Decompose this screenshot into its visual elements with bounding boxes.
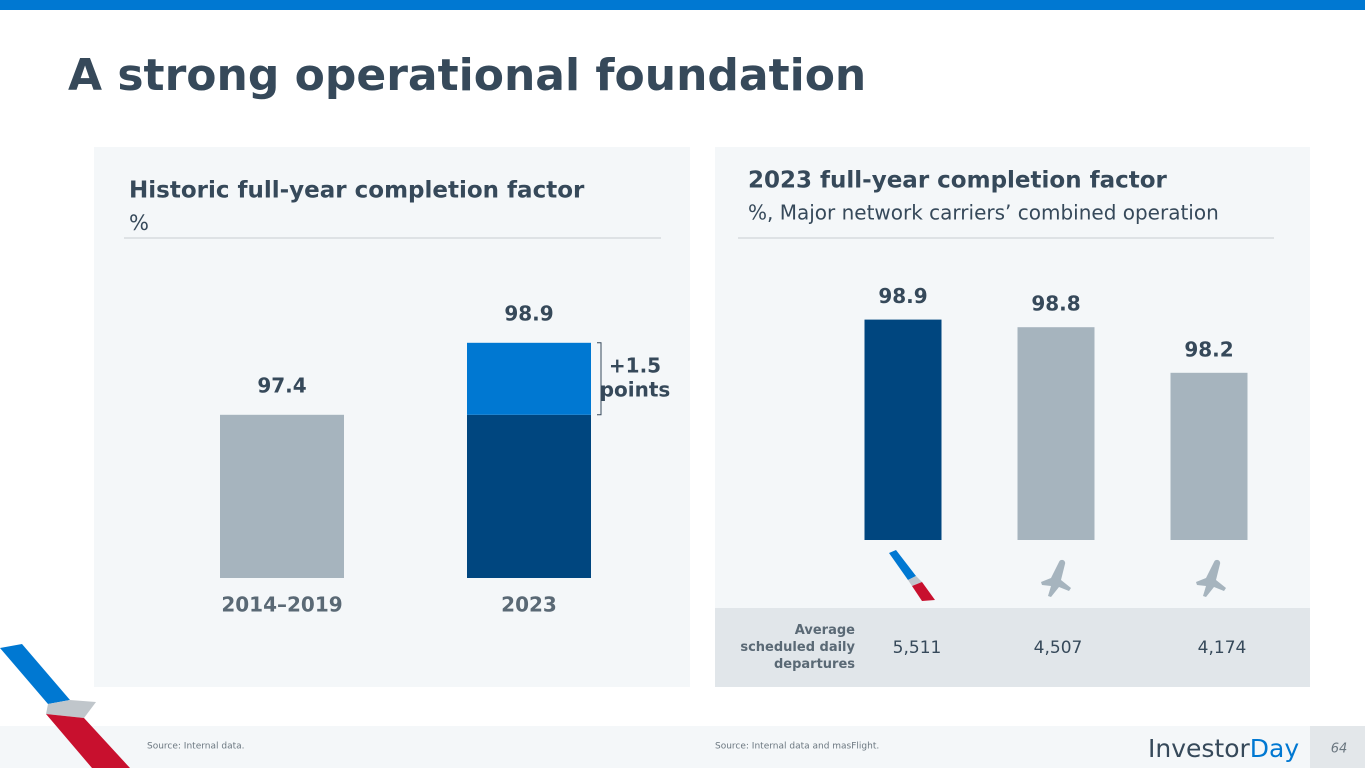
chart-title: 2023 full-year completion factor xyxy=(748,168,1168,194)
source: Source: Internal data and masFlight. xyxy=(715,742,879,752)
data-label: +1.5 xyxy=(609,353,661,377)
bar xyxy=(1017,327,1095,540)
chart-subtitle: % xyxy=(129,211,149,235)
table-value: 4,507 xyxy=(1034,638,1083,658)
x-tick-label: 2023 xyxy=(501,593,557,617)
footer xyxy=(0,726,1365,768)
chart-title: Historic full-year completion factor xyxy=(129,178,585,204)
panel-left xyxy=(94,147,690,687)
bracket xyxy=(597,342,602,416)
bar xyxy=(467,342,591,415)
table-value: 5,511 xyxy=(893,638,942,658)
source: Source: Internal data. xyxy=(147,742,244,752)
annotation: points xyxy=(600,377,671,401)
bar xyxy=(467,414,591,578)
bar xyxy=(220,414,344,578)
table-value: 4,174 xyxy=(1198,638,1247,658)
page-box xyxy=(1310,726,1365,768)
brand: InvestorDay xyxy=(1148,734,1299,763)
brand-part: Investor xyxy=(1148,734,1251,763)
data-label: 98.8 xyxy=(1031,292,1080,316)
table-label: Average scheduled daily departures xyxy=(740,623,855,672)
top-band xyxy=(0,0,1365,10)
data-label: 98.2 xyxy=(1184,337,1233,361)
bar xyxy=(1170,372,1248,540)
aa-logo-icon xyxy=(889,550,935,601)
total-label: 97.4 xyxy=(257,373,306,397)
plane-icon xyxy=(1196,559,1226,597)
data-label: 98.9 xyxy=(878,284,927,308)
chart-subtitle: %, Major network carriers’ combined oper… xyxy=(748,201,1219,225)
aa-logo-large xyxy=(0,644,130,768)
slide-title: A strong operational foundation xyxy=(68,50,866,101)
table-row xyxy=(715,608,1310,687)
total-label: 98.9 xyxy=(504,301,553,325)
x-tick-label: 2014–2019 xyxy=(221,593,342,617)
plane-icon xyxy=(1041,559,1071,597)
bar xyxy=(864,319,942,540)
brand-part: Day xyxy=(1250,734,1300,763)
page-number: 64 xyxy=(1331,742,1348,757)
